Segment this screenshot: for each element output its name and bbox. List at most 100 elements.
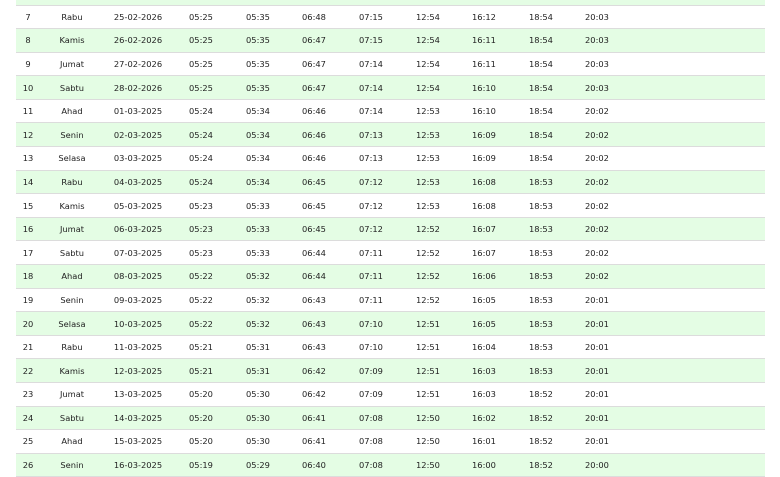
cell-dhuha: 07:12 [342,170,400,195]
cell-subuh: 05:35 [230,5,286,30]
cell-no: 13 [16,146,40,171]
cell-isya: 20:01 [570,382,624,407]
cell-maghrib: 18:53 [512,335,570,360]
table-row: 15 Kamis 05-03-2025 05:23 05:33 06:45 07:12 12:… [16,193,765,218]
cell-dzuhur: 12:53 [400,99,456,124]
cell-ashar: 16:11 [456,28,512,53]
cell-maghrib: 18:53 [512,358,570,383]
cell-date: 26-02-2026 [104,28,172,53]
cell-dzuhur: 12:54 [400,5,456,30]
cell-ashar: 16:06 [456,264,512,289]
cell-imsak: 05:21 [172,358,230,383]
cell-terbit: 06:43 [286,335,342,360]
cell-imsak: 05:21 [172,335,230,360]
cell-subuh: 05:34 [230,99,286,124]
cell-empty [624,288,765,313]
cell-subuh: 05:34 [230,170,286,195]
cell-date: 03-03-2025 [104,146,172,171]
cell-imsak: 05:25 [172,5,230,30]
cell-maghrib: 18:54 [512,146,570,171]
table-row-partial [16,0,765,6]
cell-empty [624,52,765,77]
cell-maghrib: 18:52 [512,382,570,407]
cell-ashar: 16:04 [456,335,512,360]
cell-day: Jumat [40,382,104,407]
cell-ashar: 16:10 [456,99,512,124]
cell-ashar: 16:05 [456,311,512,336]
cell-isya: 20:01 [570,288,624,313]
table-row: 23 Jumat 13-03-2025 05:20 05:30 06:42 07:09 12:… [16,382,765,407]
cell-imsak: 05:24 [172,122,230,148]
cell-terbit: 06:42 [286,358,342,383]
cell-terbit: 06:41 [286,429,342,454]
cell-day: Sabtu [40,406,104,431]
cell-date: 02-03-2025 [104,122,172,148]
cell-day: Rabu [40,170,104,195]
cell-day: Jumat [40,217,104,242]
cell-terbit: 06:45 [286,193,342,218]
cell-dhuha: 07:10 [342,335,400,360]
cell-imsak: 05:24 [172,170,230,195]
cell-subuh: 05:30 [230,429,286,454]
cell-empty [624,311,765,336]
cell-dzuhur: 12:54 [400,28,456,53]
cell-isya: 20:03 [570,52,624,77]
cell-no: 8 [16,28,40,53]
cell-imsak: 05:24 [172,146,230,171]
cell-maghrib: 18:52 [512,429,570,454]
cell-terbit: 06:42 [286,382,342,407]
cell-ashar: 16:09 [456,122,512,148]
cell-day: Kamis [40,193,104,218]
cell-ashar: 16:02 [456,406,512,431]
cell-dzuhur: 12:51 [400,335,456,360]
cell-maghrib: 18:52 [512,453,570,477]
cell-imsak: 05:20 [172,429,230,454]
cell-maghrib: 18:53 [512,170,570,195]
cell-empty [624,264,765,289]
cell-dzuhur: 12:52 [400,264,456,289]
cell-empty [624,99,765,124]
cell-imsak: 05:20 [172,382,230,407]
cell-terbit: 06:45 [286,170,342,195]
cell-ashar: 16:03 [456,358,512,383]
table-row: 20 Selasa 10-03-2025 05:22 05:32 06:43 07:10 12… [16,311,765,336]
cell-date: 27-02-2026 [104,52,172,77]
prayer-schedule-table: 7 Rabu 25-02-2026 05:25 05:35 06:48 07:15 12:54… [16,0,765,477]
cell-isya: 20:03 [570,75,624,100]
cell-day: Kamis [40,28,104,53]
table-row: 21 Rabu 11-03-2025 05:21 05:31 06:43 07:10 12:5… [16,335,765,360]
cell-terbit: 06:44 [286,240,342,266]
cell-day: Selasa [40,311,104,336]
cell-dhuha: 07:13 [342,146,400,171]
cell-terbit: 06:44 [286,264,342,289]
cell-dzuhur: 12:54 [400,52,456,77]
cell-ashar: 16:07 [456,240,512,266]
cell-ashar: 16:10 [456,75,512,100]
cell-no: 15 [16,193,40,218]
cell-day: Rabu [40,5,104,30]
cell-day: Rabu [40,335,104,360]
cell-dhuha: 07:11 [342,240,400,266]
cell-no: 14 [16,170,40,195]
cell-subuh: 05:31 [230,358,286,383]
cell-day: Selasa [40,146,104,171]
cell-dzuhur: 12:52 [400,217,456,242]
cell-dhuha: 07:08 [342,429,400,454]
cell-ashar: 16:08 [456,170,512,195]
cell-imsak: 05:23 [172,240,230,266]
cell-isya: 20:01 [570,335,624,360]
cell-isya: 20:03 [570,28,624,53]
cell-imsak: 05:23 [172,217,230,242]
table-row: 18 Ahad 08-03-2025 05:22 05:32 06:44 07:11 12:5… [16,264,765,289]
cell-day: Kamis [40,358,104,383]
cell-date: 25-02-2026 [104,5,172,30]
cell-date: 05-03-2025 [104,193,172,218]
table-row: 22 Kamis 12-03-2025 05:21 05:31 06:42 07:09 12:… [16,358,765,383]
cell-maghrib: 18:54 [512,28,570,53]
cell-no: 17 [16,240,40,266]
cell-dhuha: 07:08 [342,453,400,477]
cell-isya: 20:02 [570,217,624,242]
cell-no: 23 [16,382,40,407]
cell-no: 24 [16,406,40,431]
cell-imsak: 05:25 [172,28,230,53]
